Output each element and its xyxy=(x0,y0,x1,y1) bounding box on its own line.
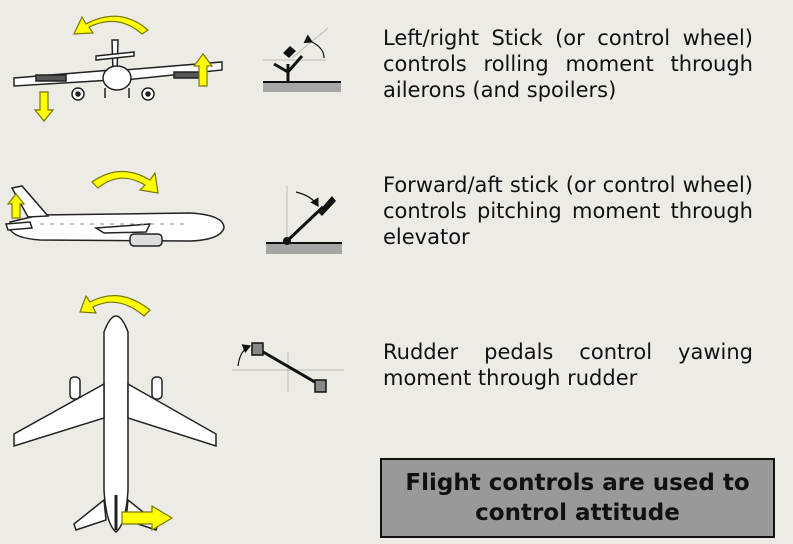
aircraft-top-view-icon xyxy=(13,315,217,533)
pitch-control-description: Forward/aft stick (or control wheel) con… xyxy=(383,173,753,249)
summary-callout-text: Flight controls are used to control atti… xyxy=(405,470,750,526)
roll-curved-arrow-icon xyxy=(73,15,149,35)
roll-control-description: Left/right Stick (or control wheel) cont… xyxy=(383,26,753,102)
aileron-up-arrow-icon xyxy=(192,53,214,87)
rudder-right-arrow-icon xyxy=(121,504,174,532)
aircraft-front-view-icon xyxy=(13,39,223,101)
yaw-control-description: Rudder pedals control yawing moment thro… xyxy=(383,340,753,390)
aileron-down-arrow-icon xyxy=(33,91,55,122)
pitch-curved-arrow-icon xyxy=(91,170,159,194)
elevator-up-arrow-icon xyxy=(6,193,26,219)
yaw-curved-arrow-icon xyxy=(79,294,151,317)
rudder-pedals-icon xyxy=(232,342,344,393)
control-stick-pitch-icon xyxy=(266,186,342,254)
control-stick-roll-icon xyxy=(263,27,341,92)
aircraft-side-view-icon xyxy=(4,185,225,247)
summary-callout-box: Flight controls are used to control atti… xyxy=(380,458,775,538)
